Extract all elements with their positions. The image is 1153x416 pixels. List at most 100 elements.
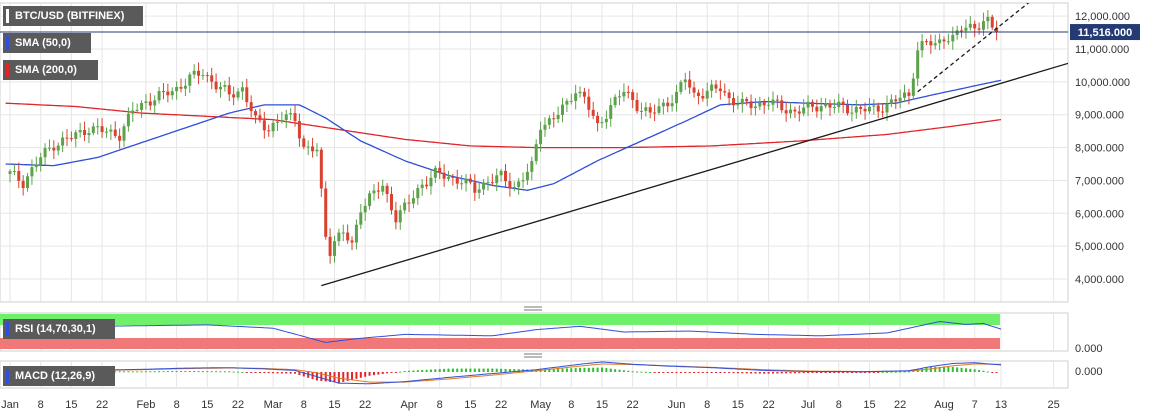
dashed-trendline bbox=[917, 3, 1030, 93]
macd-histogram-bar bbox=[662, 372, 665, 373]
candle-body bbox=[521, 180, 525, 182]
candle-body bbox=[710, 84, 714, 91]
macd-histogram-bar bbox=[473, 368, 476, 372]
macd-histogram-bar bbox=[329, 372, 332, 382]
macd-pane-border bbox=[0, 360, 1069, 389]
candle-body bbox=[328, 236, 332, 256]
pane-resize-handle-1[interactable] bbox=[524, 306, 542, 311]
macd-histogram-bar bbox=[206, 371, 209, 373]
macd-histogram-bar bbox=[793, 372, 796, 374]
macd-histogram-bar bbox=[903, 371, 906, 373]
candle-body bbox=[468, 178, 472, 183]
candle-body bbox=[745, 98, 749, 102]
macd-histogram-bar bbox=[149, 371, 152, 373]
macd-histogram-bar bbox=[346, 372, 349, 381]
candle-body bbox=[363, 205, 367, 213]
legend-macd[interactable]: MACD (12,26,9) bbox=[3, 366, 115, 386]
macd-histogram-bar bbox=[123, 371, 126, 373]
candle-body bbox=[727, 92, 731, 99]
candle-body bbox=[153, 100, 157, 106]
macd-histogram-bar bbox=[925, 367, 928, 372]
candle-body bbox=[806, 101, 810, 108]
pane-resize-handle-2[interactable] bbox=[524, 353, 542, 358]
macd-histogram-bar bbox=[469, 368, 472, 372]
macd-histogram-bar bbox=[789, 372, 792, 374]
legend-main[interactable]: BTC/USD (BITFINEX) bbox=[3, 6, 143, 26]
candle-body bbox=[359, 212, 363, 225]
time-tick-label: Feb bbox=[136, 399, 155, 411]
macd-histogram-bar bbox=[302, 372, 305, 377]
candle-body bbox=[587, 96, 591, 110]
candle-body bbox=[87, 133, 91, 136]
macd-histogram-bar bbox=[745, 372, 748, 374]
time-tick-label: 15 bbox=[464, 399, 476, 411]
candle-body bbox=[802, 107, 806, 114]
trendlines bbox=[321, 3, 1068, 287]
candle-body bbox=[552, 118, 556, 120]
macd-histogram-bar bbox=[736, 372, 739, 374]
candle-body bbox=[280, 119, 284, 122]
legend-rsi[interactable]: RSI (14,70,30,1) bbox=[3, 319, 115, 339]
candle-body bbox=[578, 91, 582, 94]
macd-histogram-bar bbox=[144, 371, 147, 373]
candle-body bbox=[863, 108, 867, 112]
macd-histogram-bar bbox=[548, 369, 551, 372]
legend-macd-label: MACD (12,26,9) bbox=[15, 370, 96, 382]
macd-histogram-bar bbox=[653, 372, 656, 373]
macd-histogram-bar bbox=[605, 368, 608, 372]
candle-body bbox=[613, 96, 617, 106]
macd-histogram-bar bbox=[850, 372, 853, 373]
candle-body bbox=[517, 181, 521, 187]
macd-histogram-bar bbox=[447, 368, 450, 372]
candle-body bbox=[569, 100, 573, 102]
price-badge: 11,516.000 bbox=[1070, 24, 1140, 41]
macd-pane[interactable]: 0.000 bbox=[0, 360, 1103, 389]
rsi-line bbox=[5, 321, 1002, 343]
price-badge-value: 11,516.000 bbox=[1078, 27, 1132, 39]
candle-body bbox=[425, 184, 429, 187]
legend-sma200[interactable]: SMA (200,0) bbox=[3, 60, 98, 80]
macd-histogram-bar bbox=[991, 372, 994, 373]
candle-body bbox=[411, 198, 415, 204]
candle-body bbox=[65, 137, 69, 139]
candle-body bbox=[451, 176, 455, 178]
price-pane[interactable]: 4,000.000 5,000.000 6,000.000 7,000.000 8,00… bbox=[0, 0, 1140, 311]
macd-histogram-bar bbox=[324, 372, 327, 382]
macd-histogram-bar bbox=[579, 367, 582, 372]
macd-histogram-bar bbox=[951, 366, 954, 372]
macd-histogram-bar bbox=[276, 372, 279, 374]
macd-histogram-bar bbox=[171, 371, 174, 373]
candle-body bbox=[420, 184, 424, 189]
candle-body bbox=[920, 41, 924, 51]
sma50-line bbox=[5, 79, 1002, 191]
candle-body bbox=[403, 202, 407, 211]
macd-histogram-bar bbox=[938, 366, 941, 372]
candle-body bbox=[648, 107, 652, 113]
macd-histogram-bar bbox=[833, 372, 836, 373]
macd-histogram-bar bbox=[894, 371, 897, 373]
candle-body bbox=[477, 189, 481, 193]
candle-body bbox=[78, 130, 82, 133]
candle-body bbox=[166, 91, 170, 96]
candle-body bbox=[810, 101, 814, 107]
candle-body bbox=[8, 171, 12, 174]
candle-body bbox=[661, 102, 665, 107]
macd-histogram-bar bbox=[294, 372, 297, 374]
rsi-pane[interactable]: 0.000 bbox=[0, 312, 1103, 358]
macd-histogram-bar bbox=[280, 372, 283, 374]
macd-histogram-bar bbox=[386, 372, 389, 374]
candle-body bbox=[929, 41, 933, 46]
sma200-path bbox=[5, 102, 1002, 149]
macd-histogram-bar bbox=[140, 371, 143, 373]
candle-body bbox=[319, 149, 323, 189]
macd-histogram-bar bbox=[337, 372, 340, 383]
macd-histogram-bar bbox=[644, 371, 647, 373]
legend-sma50[interactable]: SMA (50,0) bbox=[3, 33, 91, 53]
candle-body bbox=[797, 111, 801, 114]
candle-body bbox=[815, 106, 819, 112]
candle-body bbox=[600, 122, 604, 124]
candle-body bbox=[227, 85, 231, 95]
macd-histogram-bar bbox=[403, 370, 406, 372]
macd-histogram-bar bbox=[158, 371, 161, 373]
